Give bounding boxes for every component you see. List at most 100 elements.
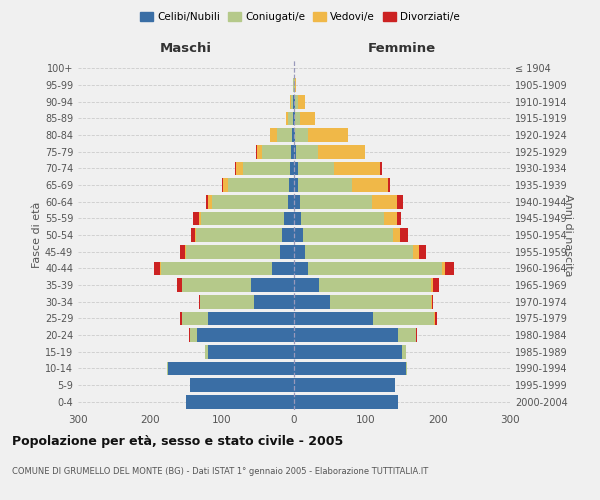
Bar [294,178,298,192]
Bar [272,262,294,275]
Bar [442,262,445,275]
Bar [334,162,380,175]
Bar [294,95,295,108]
Bar [400,228,409,242]
Bar [298,95,305,108]
Text: Popolazione per età, sesso e stato civile - 2005: Popolazione per età, sesso e stato civil… [12,435,343,448]
Bar [193,212,199,225]
Bar [160,262,161,275]
Bar [182,278,251,292]
Bar [270,128,277,142]
Y-axis label: Fasce di età: Fasce di età [32,202,42,268]
Bar [290,162,294,175]
Bar [294,212,301,225]
Bar [294,345,402,358]
Bar [293,95,294,108]
Bar [397,212,401,225]
Bar [194,228,196,242]
Bar [206,195,208,208]
Bar [182,312,208,325]
Bar [294,362,406,375]
Bar [294,162,298,175]
Bar [298,162,334,175]
Bar [402,345,406,358]
Bar [295,112,301,125]
Bar [388,178,390,192]
Bar [196,228,283,242]
Bar [373,312,434,325]
Bar [435,312,437,325]
Bar [294,328,398,342]
Bar [251,278,294,292]
Bar [256,145,257,158]
Bar [168,362,294,375]
Bar [190,378,294,392]
Bar [294,228,302,242]
Bar [291,95,293,108]
Bar [262,145,291,158]
Bar [176,278,182,292]
Bar [180,312,182,325]
Bar [294,78,295,92]
Bar [208,345,294,358]
Bar [294,295,330,308]
Bar [191,228,194,242]
Bar [419,245,426,258]
Bar [287,195,294,208]
Bar [330,295,431,308]
Bar [228,178,289,192]
Bar [295,95,298,108]
Bar [294,262,308,275]
Legend: Celibi/Nubili, Coniugati/e, Vedovi/e, Divorziati/e: Celibi/Nubili, Coniugati/e, Vedovi/e, Di… [136,8,464,26]
Bar [294,195,300,208]
Bar [301,212,384,225]
Bar [161,262,272,275]
Text: Femmine: Femmine [368,42,436,55]
Bar [431,278,433,292]
Bar [292,128,294,142]
Bar [380,162,382,175]
Bar [294,312,373,325]
Bar [205,345,208,358]
Bar [289,178,294,192]
Bar [190,328,197,342]
Bar [208,195,212,208]
Bar [235,162,236,175]
Bar [397,195,403,208]
Bar [294,395,398,408]
Bar [179,245,185,258]
Bar [208,312,294,325]
Bar [254,295,294,308]
Bar [212,195,287,208]
Bar [398,328,416,342]
Bar [294,128,295,142]
Bar [318,145,365,158]
Bar [197,328,294,342]
Bar [413,245,419,258]
Bar [283,228,294,242]
Bar [293,78,294,92]
Bar [445,262,454,275]
Bar [372,195,397,208]
Bar [222,178,223,192]
Bar [277,128,292,142]
Bar [236,162,243,175]
Bar [243,162,290,175]
Bar [406,362,407,375]
Bar [189,328,190,342]
Bar [294,378,395,392]
Bar [290,95,291,108]
Text: COMUNE DI GRUMELLO DEL MONTE (BG) - Dati ISTAT 1° gennaio 2005 - Elaborazione TU: COMUNE DI GRUMELLO DEL MONTE (BG) - Dati… [12,468,428,476]
Bar [280,245,294,258]
Bar [392,228,400,242]
Bar [308,128,348,142]
Bar [201,212,284,225]
Bar [293,112,294,125]
Bar [416,328,417,342]
Bar [308,262,442,275]
Bar [294,145,296,158]
Bar [167,362,168,375]
Bar [199,295,200,308]
Y-axis label: Anni di nascita: Anni di nascita [563,194,573,276]
Bar [305,245,413,258]
